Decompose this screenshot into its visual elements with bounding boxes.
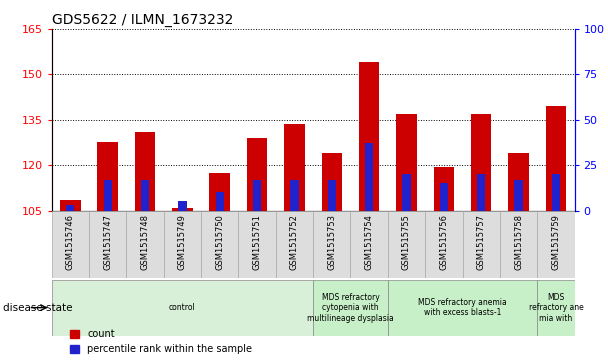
FancyBboxPatch shape <box>89 211 126 278</box>
Bar <box>291 180 299 211</box>
Text: GSM1515756: GSM1515756 <box>440 214 448 270</box>
Text: GSM1515759: GSM1515759 <box>551 214 561 270</box>
Bar <box>396 114 416 211</box>
Bar <box>471 114 491 211</box>
Bar <box>141 180 149 211</box>
Text: GSM1515753: GSM1515753 <box>327 214 336 270</box>
Bar <box>477 174 485 211</box>
FancyBboxPatch shape <box>164 211 201 278</box>
Bar <box>253 180 261 211</box>
FancyBboxPatch shape <box>537 211 575 278</box>
Text: GSM1515755: GSM1515755 <box>402 214 411 270</box>
Text: GSM1515754: GSM1515754 <box>365 214 374 270</box>
Bar <box>172 208 193 211</box>
Text: GDS5622 / ILMN_1673232: GDS5622 / ILMN_1673232 <box>52 13 233 26</box>
Text: disease state: disease state <box>3 303 72 313</box>
Bar <box>135 132 155 211</box>
FancyBboxPatch shape <box>313 280 388 336</box>
Text: GSM1515747: GSM1515747 <box>103 214 112 270</box>
Bar <box>545 106 566 211</box>
Text: GSM1515758: GSM1515758 <box>514 214 523 270</box>
Text: GSM1515746: GSM1515746 <box>66 214 75 270</box>
Bar <box>552 174 560 211</box>
FancyBboxPatch shape <box>126 211 164 278</box>
Bar <box>365 143 373 211</box>
FancyBboxPatch shape <box>313 211 350 278</box>
Text: MDS refractory anemia
with excess blasts-1: MDS refractory anemia with excess blasts… <box>418 298 507 317</box>
Bar <box>103 180 112 211</box>
Bar <box>434 167 454 211</box>
Bar <box>514 180 523 211</box>
Text: control: control <box>169 303 196 312</box>
FancyBboxPatch shape <box>201 211 238 278</box>
FancyBboxPatch shape <box>388 211 425 278</box>
Bar <box>508 153 529 211</box>
Bar <box>216 192 224 211</box>
FancyBboxPatch shape <box>388 280 537 336</box>
Text: MDS
refractory ane
mia with: MDS refractory ane mia with <box>528 293 583 323</box>
Text: GSM1515757: GSM1515757 <box>477 214 486 270</box>
Text: MDS refractory
cytopenia with
multilineage dysplasia: MDS refractory cytopenia with multilinea… <box>307 293 394 323</box>
Bar <box>178 201 187 211</box>
Bar <box>402 174 410 211</box>
Bar <box>440 183 448 211</box>
Bar <box>210 173 230 211</box>
FancyBboxPatch shape <box>537 280 575 336</box>
Text: GSM1515752: GSM1515752 <box>290 214 299 270</box>
FancyBboxPatch shape <box>238 211 276 278</box>
Legend: count, percentile rank within the sample: count, percentile rank within the sample <box>66 326 256 358</box>
FancyBboxPatch shape <box>52 280 313 336</box>
FancyBboxPatch shape <box>276 211 313 278</box>
FancyBboxPatch shape <box>52 211 89 278</box>
Text: GSM1515749: GSM1515749 <box>178 214 187 270</box>
Text: GSM1515751: GSM1515751 <box>252 214 261 270</box>
Bar <box>359 62 379 211</box>
Bar <box>322 153 342 211</box>
Bar <box>97 143 118 211</box>
Text: GSM1515750: GSM1515750 <box>215 214 224 270</box>
Bar <box>284 124 305 211</box>
FancyBboxPatch shape <box>425 211 463 278</box>
FancyBboxPatch shape <box>463 211 500 278</box>
Bar <box>247 138 268 211</box>
Text: GSM1515748: GSM1515748 <box>140 214 150 270</box>
FancyBboxPatch shape <box>500 211 537 278</box>
FancyBboxPatch shape <box>350 211 388 278</box>
Bar <box>60 200 81 211</box>
Bar <box>328 180 336 211</box>
Bar <box>66 205 74 211</box>
